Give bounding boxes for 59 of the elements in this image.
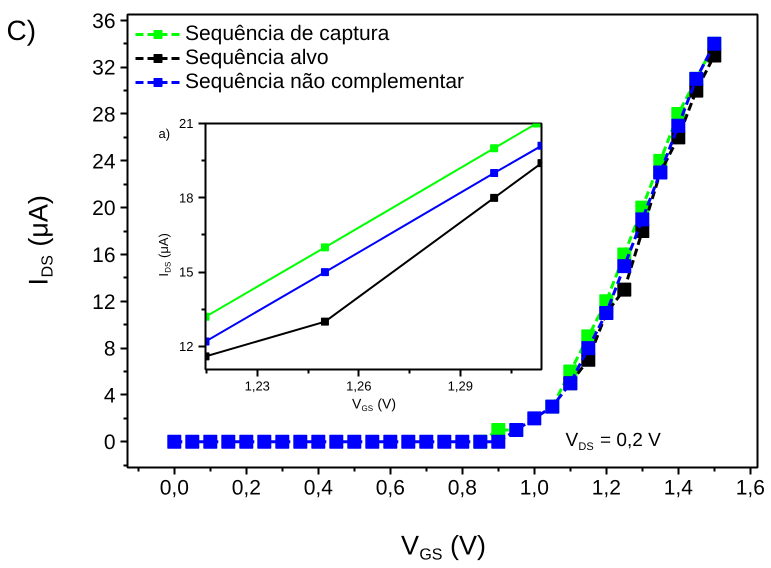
point — [365, 434, 380, 449]
x-tick-label: 0,2 — [232, 476, 261, 500]
y-tick-label: 36 — [92, 10, 116, 33]
point — [419, 434, 434, 449]
point — [329, 434, 344, 449]
x-tick-label: 1,4 — [664, 476, 694, 500]
point — [185, 434, 200, 449]
legend-label: Sequência alvo — [185, 46, 329, 70]
y-tick-label: 12 — [179, 338, 194, 354]
point — [617, 259, 632, 274]
x-tick-label: 1,29 — [448, 378, 473, 394]
x-tick-label: 1,0 — [520, 476, 549, 500]
text: C) — [6, 15, 36, 46]
y-tick-label: 0 — [104, 431, 116, 454]
y-tick-label: 28 — [92, 103, 116, 126]
point — [490, 144, 498, 152]
y-tick-label: 4 — [104, 384, 116, 408]
point — [320, 243, 329, 252]
y-tick-label: 18 — [179, 190, 194, 206]
point — [455, 434, 470, 449]
y-tick-label: 20 — [92, 197, 116, 220]
y-tick-label: 8 — [104, 338, 116, 361]
x-tick-label: 0,4 — [304, 476, 334, 500]
legend-label: Sequência de captura — [185, 22, 390, 46]
point — [635, 212, 650, 226]
point — [203, 434, 218, 449]
point — [167, 434, 182, 449]
point — [671, 118, 686, 133]
y-axis-title: IDS (μA) — [24, 195, 56, 286]
x-tick-label: 1,26 — [346, 378, 372, 394]
y-tick-label: 15 — [179, 264, 194, 280]
legend-label: Sequência não complementar — [185, 70, 464, 94]
point — [617, 282, 632, 297]
x-tick-label: 1,2 — [592, 476, 621, 500]
y-tick-label: 32 — [92, 56, 116, 80]
point — [311, 434, 326, 449]
point — [527, 411, 542, 426]
y-tick-label: 21 — [179, 116, 194, 131]
x-tick-label: 0,8 — [448, 476, 477, 500]
annotation: a) — [158, 126, 170, 141]
y-tick-label: 12 — [92, 290, 116, 314]
point — [383, 434, 398, 449]
x-tick-label: 1,23 — [244, 378, 270, 394]
point — [491, 434, 506, 449]
point — [275, 434, 290, 449]
point — [581, 341, 596, 356]
point — [257, 434, 272, 449]
point — [239, 434, 254, 449]
point — [221, 434, 236, 449]
y-axis-title: IDS (μA) — [156, 233, 173, 277]
x-tick-label: 0,6 — [376, 476, 405, 500]
x-tick-label: 0,0 — [160, 476, 189, 500]
point — [293, 434, 308, 449]
point — [347, 434, 362, 449]
y-tick-label: 24 — [92, 150, 116, 174]
point — [401, 434, 416, 449]
x-tick-label: 1,6 — [736, 476, 765, 500]
y-tick-label: 16 — [92, 244, 116, 267]
point — [437, 434, 452, 449]
